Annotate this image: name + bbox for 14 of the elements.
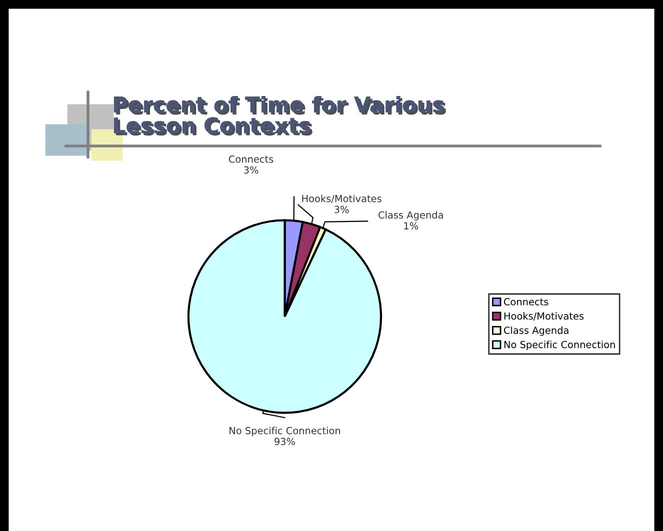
legend-label: Connects — [504, 298, 548, 306]
legend-label: Hooks/Motivates — [504, 312, 584, 320]
pie-slice — [187, 219, 382, 414]
chart-title: Percent of Time for Various Lesson Contexts — [114, 96, 446, 136]
slice-label: Connects — [228, 155, 274, 163]
slice-label: No Specific Connection — [230, 426, 340, 436]
slice-label: Class Agenda — [378, 211, 443, 220]
legend-label: Class Agenda — [504, 326, 568, 336]
data-label: 3% — [244, 166, 258, 174]
data-label: 93% — [274, 438, 296, 446]
legend-label: No Specific Connection — [504, 340, 615, 350]
slice-label: Hooks/Motivates — [302, 194, 382, 204]
data-label: 1% — [404, 222, 418, 230]
data-label: 3% — [334, 206, 349, 214]
